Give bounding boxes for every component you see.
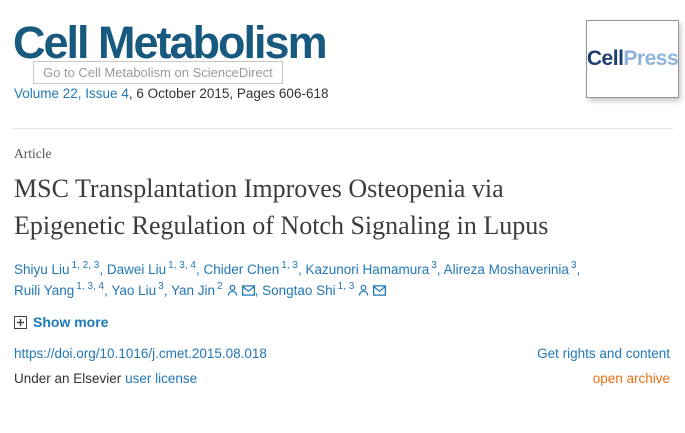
journal-header: Cell Metabolism Go to Cell Metabolism on… [0, 0, 685, 128]
author-affiliation-sup: 2 [217, 280, 223, 292]
envelope-icon[interactable] [241, 285, 255, 296]
cellpress-logo[interactable]: CellPress [586, 20, 679, 98]
author-affiliation-sup: 1, 2, 3 [71, 259, 100, 271]
author-name: Yan Jin [171, 283, 216, 298]
cellpress-wordmark-cell: Cell [586, 47, 624, 70]
author-name: Dawei Liu [106, 262, 167, 277]
doi-row: https://doi.org/10.1016/j.cmet.2015.08.0… [14, 346, 670, 361]
article-summary: Article MSC Transplantation Improves Ost… [0, 146, 685, 386]
author-link[interactable]: Songtao Shi 1, 3 [262, 280, 387, 298]
author-name: Songtao Shi [262, 283, 336, 298]
license-row: Under an Elsevier user license open arch… [14, 371, 670, 386]
author-affiliation-sup: 1, 3 [281, 259, 298, 271]
volume-issue-link[interactable]: Volume 22, Issue 4 [14, 86, 129, 101]
author-affiliation-sup: 1, 3, 4 [76, 280, 105, 292]
doi-link[interactable]: https://doi.org/10.1016/j.cmet.2015.08.0… [14, 346, 267, 361]
cellpress-wordmark: CellPress [586, 47, 679, 71]
author-list: Shiyu Liu 1, 2, 3, Dawei Liu 1, 3, 4, Chid… [14, 259, 581, 298]
logo-tooltip: Go to Cell Metabolism on ScienceDirect [33, 61, 283, 84]
volume-issue-line: Volume 22, Issue 4, 6 October 2015, Page… [14, 86, 328, 101]
author-name: Chider Chen [203, 262, 280, 277]
show-more-button[interactable]: Show more [14, 314, 670, 330]
cellpress-wordmark-press: Press [623, 47, 679, 70]
author-link[interactable]: Alireza Moshaverinia 3 [443, 259, 577, 277]
envelope-icon[interactable] [373, 285, 387, 296]
rights-and-content-link[interactable]: Get rights and content [537, 346, 670, 361]
author-link[interactable]: Shiyu Liu 1, 2, 3 [14, 259, 100, 277]
author-link[interactable]: Yao Liu 3 [111, 280, 164, 298]
author-affiliation-sup: 1, 3 [337, 280, 355, 292]
author-name: Yao Liu [111, 283, 157, 298]
article-title: MSC Transplantation Improves Osteopenia … [14, 174, 549, 240]
author-name: Alireza Moshaverinia [443, 262, 569, 277]
open-archive-link[interactable]: open archive [592, 371, 670, 386]
license-prefix-text: Under an Elsevier [14, 371, 126, 386]
author-affiliation-sup: 1, 3, 4 [168, 259, 196, 271]
author-name: Shiyu Liu [14, 262, 70, 277]
license-text: Under an Elsevier user license [14, 371, 197, 386]
author-link[interactable]: Yan Jin 2 [171, 280, 255, 298]
journal-logo[interactable]: Cell Metabolism [13, 17, 328, 68]
author-name: Ruili Yang [14, 283, 75, 298]
article-type-label: Article [14, 146, 52, 161]
person-icon[interactable] [227, 284, 238, 296]
author-link[interactable]: Ruili Yang 1, 3, 4 [14, 280, 105, 298]
user-license-link[interactable]: user license [125, 371, 198, 386]
author-link[interactable]: Dawei Liu 1, 3, 4 [106, 259, 196, 277]
person-icon[interactable] [358, 284, 369, 296]
show-more-label: Show more [33, 314, 109, 330]
author-link[interactable]: Kazunori Hamamura 3 [305, 259, 437, 277]
header-divider [12, 128, 673, 129]
date-pages-text: , 6 October 2015, Pages 606-618 [128, 86, 329, 101]
author-affiliation-sup: 3 [158, 280, 164, 292]
author-name: Kazunori Hamamura [305, 262, 430, 277]
author-affiliation-sup: 3 [431, 259, 437, 271]
expand-plus-icon [14, 315, 27, 329]
author-link[interactable]: Chider Chen 1, 3 [203, 259, 298, 277]
author-affiliation-sup: 3 [570, 259, 577, 271]
